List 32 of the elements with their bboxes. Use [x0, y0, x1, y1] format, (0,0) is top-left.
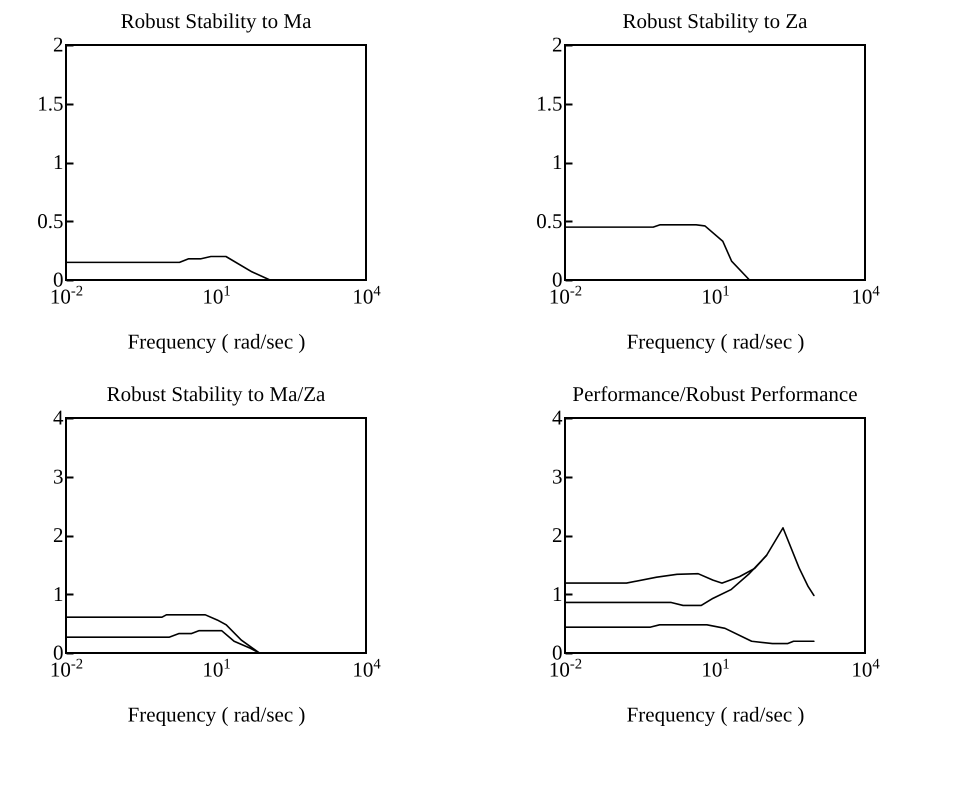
y-tick-label: 3: [552, 464, 562, 488]
x-axis-title: Frequency ( rad/sec ): [128, 702, 306, 726]
x-axis-title: Frequency ( rad/sec ): [128, 330, 306, 354]
x-tick-label: 10$^{4}$: [352, 284, 382, 308]
x-tick-label: 10$^{1}$: [202, 284, 231, 308]
chart-title: Performance/Robust Performance: [572, 382, 858, 406]
y-tick-label: 4: [53, 406, 64, 430]
y-tick-label: 1: [53, 150, 64, 174]
y-tick-label: 0.5: [536, 208, 562, 233]
y-tick-label: 3: [53, 464, 64, 488]
y-tick-label: 2: [53, 523, 64, 547]
chart-title: Robust Stability to Za: [622, 9, 808, 33]
x-tick-label: 10$^{4}$: [352, 656, 382, 682]
y-tick-label: 0.5: [37, 208, 64, 233]
y-tick-label: 2: [552, 32, 562, 56]
x-axis-title: Frequency ( rad/sec ): [626, 702, 804, 726]
y-tick-label: 2: [53, 32, 64, 56]
y-tick-label: 2: [552, 523, 562, 547]
y-tick-label: 1.5: [37, 91, 64, 116]
x-tick-label: 10$^{1}$: [701, 656, 730, 682]
x-tick-label: 10$^{1}$: [701, 284, 730, 308]
x-tick-label: 10$^{1}$: [202, 656, 231, 682]
chart-title: Robust Stability to Ma/Za: [106, 382, 326, 406]
y-tick-label: 1.5: [536, 91, 562, 116]
x-tick-label: 10$^{4}$: [851, 656, 880, 682]
x-axis-title: Frequency ( rad/sec ): [626, 330, 804, 354]
y-tick-label: 1: [552, 582, 562, 606]
x-tick-label: 10$^{4}$: [851, 284, 880, 308]
y-tick-label: 1: [552, 150, 562, 174]
chart-title: Robust Stability to Ma: [120, 9, 312, 33]
y-tick-label: 4: [552, 406, 563, 430]
y-tick-label: 1: [53, 582, 64, 606]
